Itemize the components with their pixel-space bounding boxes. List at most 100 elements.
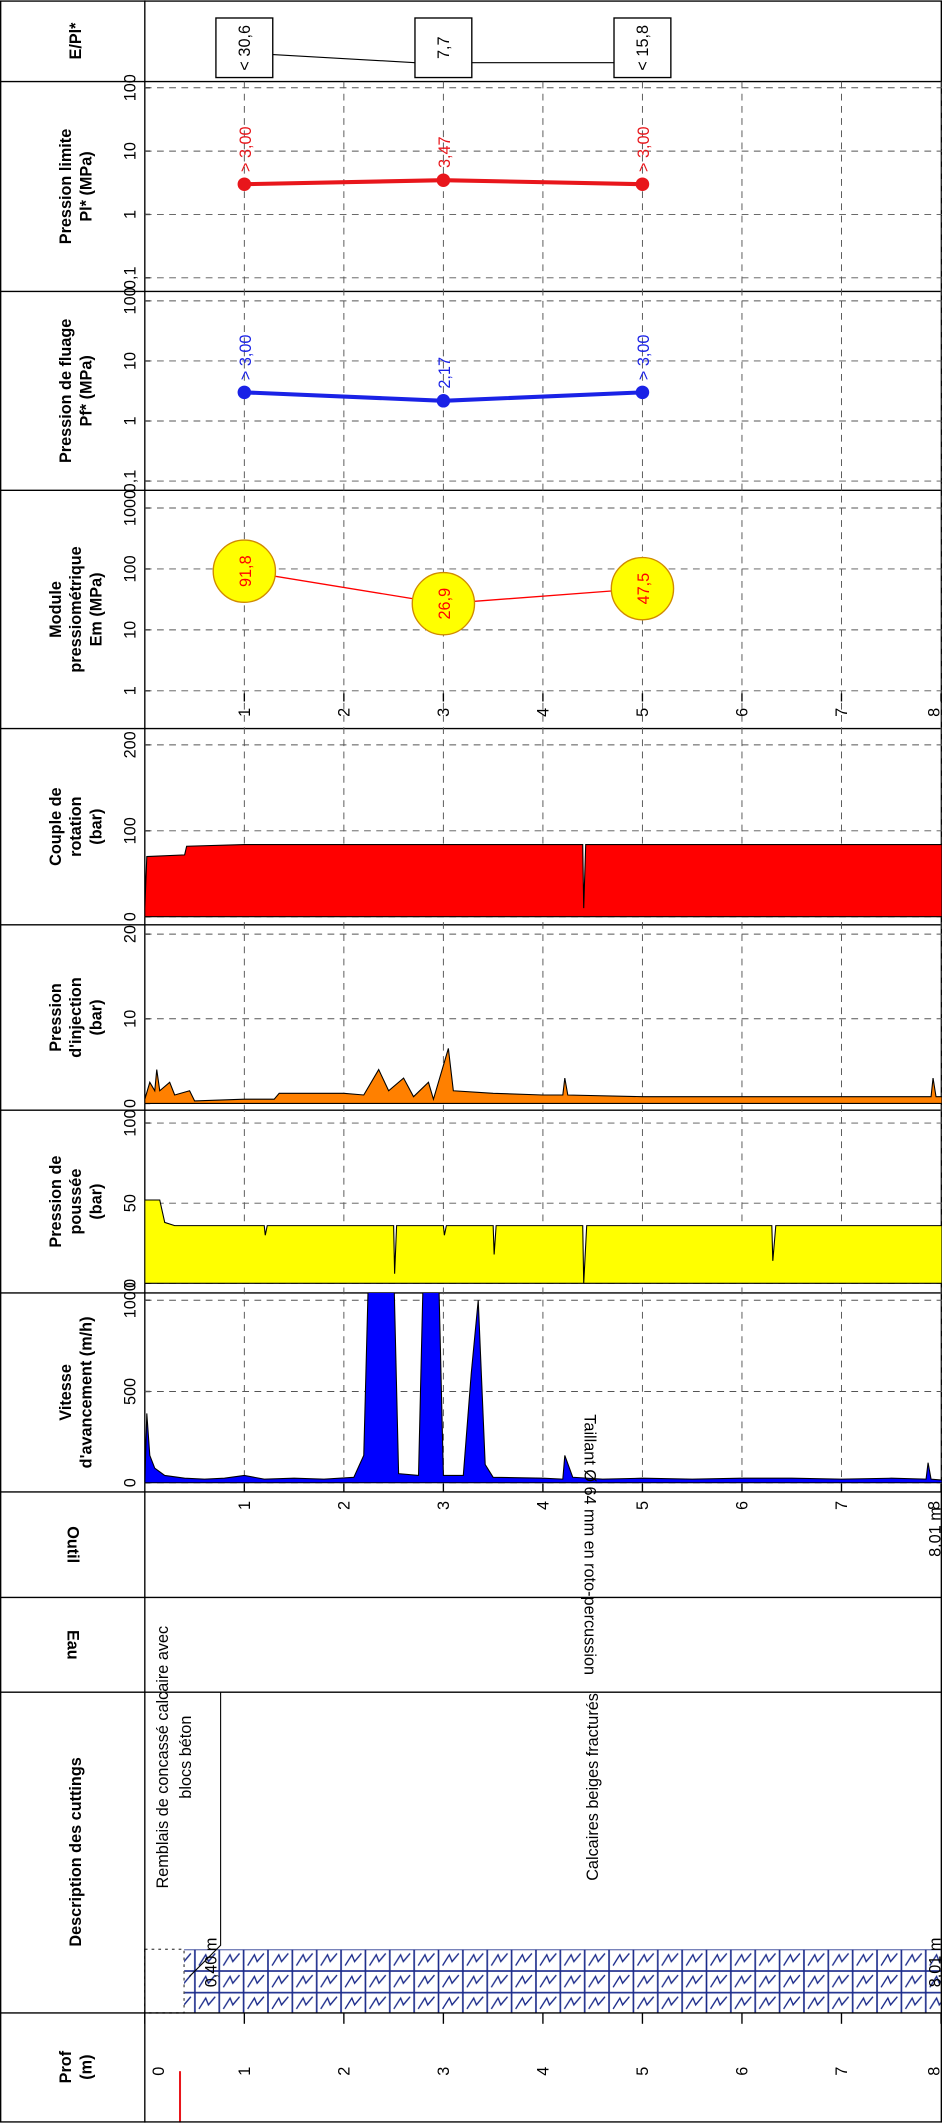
ratio-box <box>613 17 672 79</box>
depth-tick-label: 2 <box>335 2067 353 2076</box>
depth-tick-label: 2 <box>335 708 353 717</box>
tool-bottom-label: 8,01 m <box>927 1507 942 1557</box>
depth-tick-label: 8 <box>925 1501 942 1510</box>
ratio-label: 7,7 <box>435 36 453 59</box>
point <box>436 173 451 187</box>
y-tick-label: 500 <box>121 1378 139 1405</box>
y-tick-label: 0 <box>121 1478 139 1487</box>
depth-tick-label: 0 <box>150 2067 168 2076</box>
depth-tick-label: 7 <box>833 708 851 717</box>
box-connector <box>272 53 415 64</box>
column-title: Pression <box>47 983 65 1052</box>
area <box>144 1199 942 1284</box>
y-tick-label: 0,1 <box>121 470 139 493</box>
area <box>144 844 942 918</box>
column-title: Pression de fluage <box>57 319 75 463</box>
y-tick-label: 100 <box>121 287 139 314</box>
bubble <box>212 539 277 604</box>
y-tick-label: 20 <box>121 925 139 943</box>
column-title: Pf* (MPa) <box>77 355 95 426</box>
depth-tick-label: 5 <box>634 2067 652 2076</box>
lithology-hatch <box>184 1949 942 2013</box>
y-tick-label: 100 <box>121 817 139 844</box>
depth-tick-label: 1 <box>236 1501 254 1510</box>
depth-tick-label: 8 <box>925 708 942 717</box>
column-title: rotation <box>67 796 85 856</box>
area <box>144 1048 942 1104</box>
depth-tick-label: 5 <box>634 1501 652 1510</box>
bubble <box>411 571 476 636</box>
value-label: 47,5 <box>635 573 653 605</box>
column-title: (bar) <box>88 809 106 845</box>
y-tick-label: 100 <box>121 555 139 582</box>
point <box>635 385 650 400</box>
depth-tick-label: 1 <box>236 708 254 717</box>
value-label: > 3,00 <box>635 126 653 172</box>
tool-description: Taillant Ø 64 mm en roto-percussion <box>581 1414 599 1675</box>
value-label: > 3,00 <box>237 126 255 172</box>
depth-tick-label: 6 <box>733 708 751 717</box>
column-title: (bar) <box>88 1184 106 1220</box>
value-label: > 3,00 <box>635 335 653 381</box>
depth-tick-label: 4 <box>534 1501 552 1510</box>
depth-tick-label: 8 <box>925 2067 942 2076</box>
y-tick-label: 10 <box>121 142 139 160</box>
value-label: 26,9 <box>436 588 454 620</box>
ratio-label: < 15,8 <box>634 25 652 71</box>
column-title: Description des cuttings <box>67 1757 85 1946</box>
column-title: d'avancement (m/h) <box>77 1317 95 1469</box>
column-title: Vitesse <box>57 1364 75 1421</box>
ratio-box <box>215 17 274 79</box>
y-tick-label: 10 <box>121 352 139 370</box>
column-title: Module <box>47 581 65 638</box>
column-title: Pression de <box>47 1156 65 1248</box>
column-title: Prof <box>57 2050 75 2083</box>
depth-tick-label: 6 <box>733 2067 751 2076</box>
y-tick-label: 0 <box>121 912 139 921</box>
column-title: Couple de <box>47 787 65 865</box>
column-title: E/Pl* <box>67 22 85 60</box>
depth-tick-label: 7 <box>833 1501 851 1510</box>
depth-tick-label: 5 <box>634 708 652 717</box>
depth-tick-label: 4 <box>534 2067 552 2076</box>
layer-description: Remblais de concassé calcaire avec <box>154 1626 172 1889</box>
value-label: > 3,00 <box>237 335 255 381</box>
area <box>144 1292 942 1484</box>
y-tick-label: 1000 <box>121 1282 139 1318</box>
y-tick-label: 50 <box>121 1194 139 1212</box>
point <box>237 385 252 400</box>
column-title: poussée <box>67 1169 85 1235</box>
layer-callout <box>189 1692 222 1977</box>
y-tick-label: 100 <box>121 74 139 101</box>
depth-tick-label: 7 <box>833 2067 851 2076</box>
column-title: Em (MPa) <box>88 572 106 646</box>
y-tick-label: 100 <box>121 1109 139 1136</box>
ratio-label: < 30,6 <box>236 25 254 71</box>
bubble <box>610 556 675 621</box>
point <box>436 394 451 408</box>
layer-description: blocs béton <box>177 1716 195 1799</box>
column-title: (m) <box>77 2054 95 2079</box>
y-tick-label: 0 <box>121 1279 139 1288</box>
depth-tick-label: 3 <box>435 708 453 717</box>
ratio-box <box>414 17 473 79</box>
value-label: 3,47 <box>436 136 454 168</box>
y-tick-label: 200 <box>121 731 139 758</box>
layer-description: Calcaires beiges fracturés <box>584 1693 602 1881</box>
point <box>635 177 650 191</box>
column-title: Outil <box>64 1526 82 1563</box>
y-tick-label: 1 <box>121 210 139 219</box>
depth-tick-label: 4 <box>534 708 552 717</box>
y-tick-label: 10 <box>121 1010 139 1028</box>
column-title: Pression limite <box>57 129 75 245</box>
column-title: d'injection <box>67 977 85 1058</box>
value-label: 91,8 <box>237 555 255 587</box>
value-label: 2,17 <box>436 357 454 389</box>
column-title: (bar) <box>88 999 106 1035</box>
y-tick-label: 1 <box>121 686 139 695</box>
y-tick-label: 0,1 <box>121 266 139 289</box>
column-title: pressiométrique <box>67 546 85 672</box>
layer-bottom-label: 0,40 m <box>203 1938 221 1988</box>
